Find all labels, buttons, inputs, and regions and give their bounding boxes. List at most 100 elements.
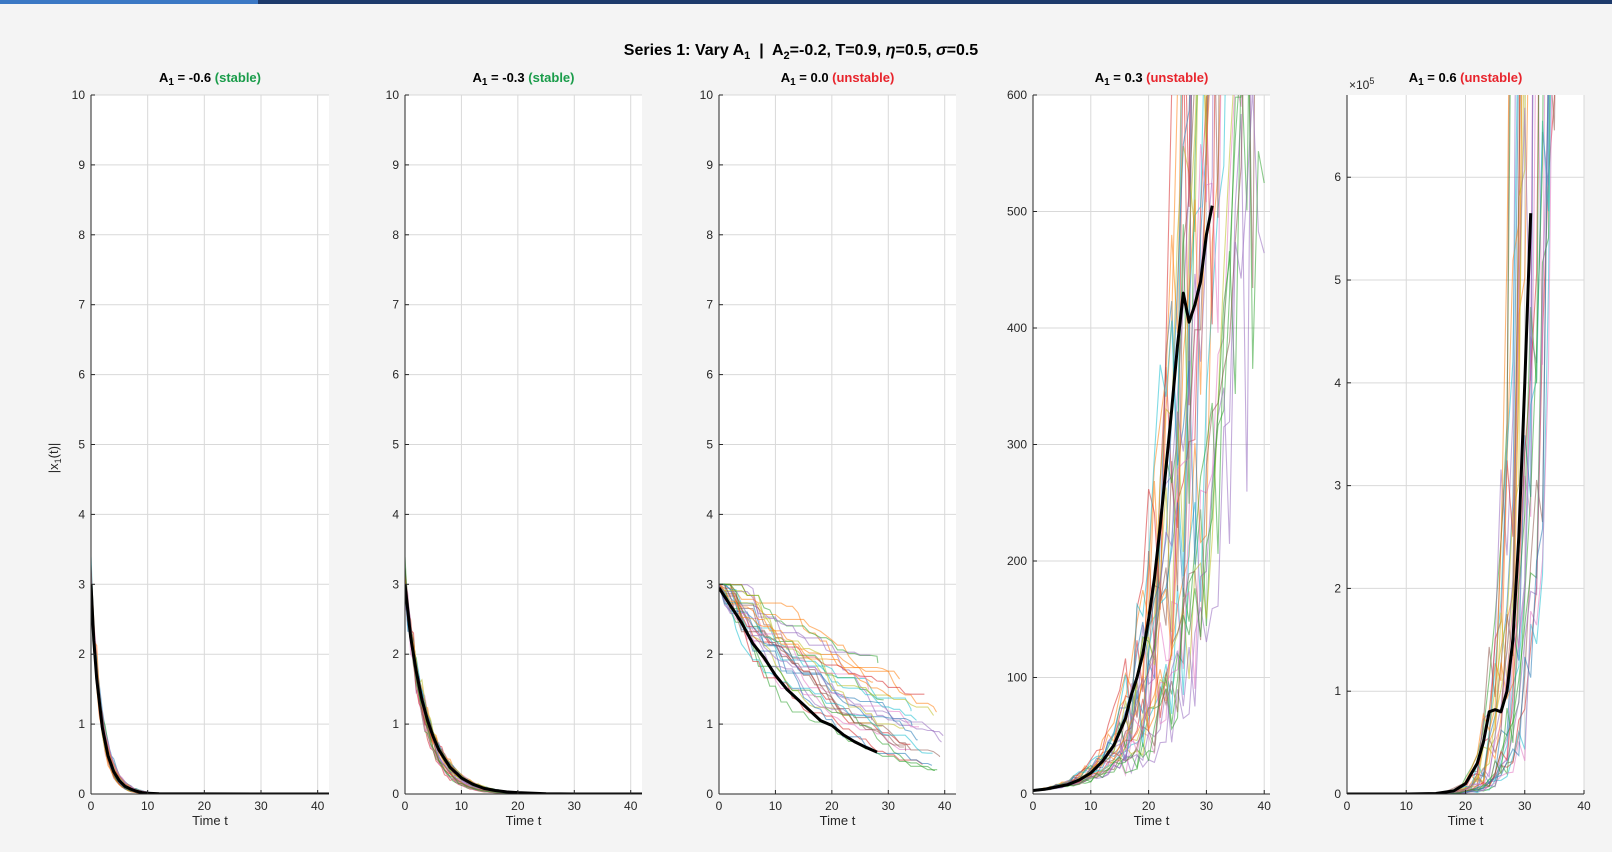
x-tick-label: 0 (402, 799, 409, 813)
x-tick-label: 30 (882, 799, 896, 813)
x-tick-label: 10 (1400, 799, 1414, 813)
y-tick-label: 100 (1007, 671, 1027, 685)
y-tick-label: 8 (392, 228, 399, 242)
y-tick-label: 0 (392, 787, 399, 801)
subplot-5: 0 10 20 30 40 0 1 2 3 4 5 6 Time t ×105 A1 = 0.6 (unst… (1334, 70, 1591, 828)
y-tick-label: 10 (700, 88, 714, 102)
sample-trajectory-line (1033, 95, 1265, 791)
y-tick-label: 3 (392, 577, 399, 591)
x-tick-label: 40 (1258, 799, 1272, 813)
sample-trajectory-line (719, 583, 935, 772)
subplot-title: A1 = -0.6 (stable) (159, 70, 261, 88)
subplot-3: 0 10 20 30 40 0 1 2 3 4 5 6 7 8 9 10 Time t A1 = 0.0 (uns… (700, 70, 956, 828)
y-tick-label: 10 (386, 88, 400, 102)
y-tick-label: 0 (1334, 787, 1341, 801)
x-tick-label: 20 (1459, 799, 1473, 813)
subplot-title: A1 = -0.3 (stable) (472, 70, 574, 88)
x-tick-label: 30 (1200, 799, 1214, 813)
x-tick-label: 10 (455, 799, 469, 813)
y-tick-label: 6 (1334, 170, 1341, 184)
x-tick-label: 40 (311, 799, 325, 813)
y-tick-label: 2 (706, 647, 713, 661)
y-tick-label: 10 (72, 88, 86, 102)
mean-trajectory-line (1347, 213, 1533, 794)
y-tick-label: 2 (78, 647, 85, 661)
y-tick-label: 3 (706, 577, 713, 591)
subplot-title: A1 = 0.0 (unstable) (781, 70, 895, 88)
sample-trajectory-line (719, 583, 904, 729)
subplot-1: 0 10 20 30 40 0 1 2 3 4 5 6 7 8 9 10 Time t A1 = -0.6 (st… (72, 70, 329, 828)
sample-trajectory-line (719, 584, 944, 737)
sample-trajectory-line (719, 583, 917, 721)
subplot-title: A1 = 0.3 (unstable) (1095, 70, 1209, 88)
sample-trajectory-line (719, 583, 918, 741)
sample-trajectory-line (719, 583, 891, 697)
y-tick-label: 300 (1007, 438, 1027, 452)
subplot-title: A1 = 0.6 (unstable) (1409, 70, 1523, 88)
y-axis-label: |x1(t)| (46, 443, 63, 474)
subplot-2: 0 10 20 30 40 0 1 2 3 4 5 6 7 8 9 10 Time t A1 = -0.3 (st… (386, 70, 642, 828)
x-tick-label: 30 (568, 799, 582, 813)
x-axis-label: Time t (820, 813, 856, 828)
top-accent-highlight (0, 0, 258, 4)
sample-trajectory-line (719, 583, 907, 752)
y-tick-label: 200 (1007, 554, 1027, 568)
y-tick-label: 9 (706, 158, 713, 172)
y-tick-label: 3 (1334, 479, 1341, 493)
figure-title: Series 1: Vary A1 | A2=-0.2, T=0.9, η=0.… (624, 42, 978, 62)
y-tick-label: 0 (78, 787, 85, 801)
y-tick-label: 4 (392, 507, 399, 521)
y-tick-label: 7 (78, 298, 85, 312)
sample-trajectories (1033, 95, 1265, 792)
y-tick-label: 8 (706, 228, 713, 242)
sample-trajectory-line (719, 583, 884, 701)
x-tick-label: 20 (198, 799, 212, 813)
x-tick-label: 10 (1084, 799, 1098, 813)
x-tick-label: 20 (1142, 799, 1156, 813)
y-tick-label: 1 (392, 717, 399, 731)
y-tick-label: 2 (1334, 581, 1341, 595)
x-tick-label: 40 (938, 799, 952, 813)
sample-trajectory-line (91, 569, 329, 794)
x-tick-label: 20 (825, 799, 839, 813)
x-tick-label: 20 (511, 799, 525, 813)
y-tick-label: 5 (706, 438, 713, 452)
mean-trajectory-line (1033, 205, 1214, 792)
y-tick-label: 3 (78, 577, 85, 591)
y-tick-label: 2 (392, 647, 399, 661)
y-tick-label: 5 (392, 438, 399, 452)
y-tick-label: 4 (706, 507, 713, 521)
x-tick-label: 30 (254, 799, 268, 813)
y-tick-label: 6 (706, 368, 713, 382)
y-tick-label: 1 (78, 717, 85, 731)
y-tick-label: 5 (1334, 273, 1341, 287)
y-tick-label: 9 (78, 158, 85, 172)
y-tick-label: 600 (1007, 88, 1027, 102)
x-tick-label: 10 (769, 799, 783, 813)
x-tick-label: 40 (1577, 799, 1591, 813)
sample-trajectory-line (719, 584, 870, 690)
y-tick-label: 4 (78, 507, 85, 521)
sample-trajectory-line (719, 583, 879, 664)
sample-trajectories (719, 583, 944, 772)
x-axis-label: Time t (506, 813, 542, 828)
x-axis-label: Time t (1134, 813, 1170, 828)
sample-trajectory-line (1033, 95, 1182, 792)
x-tick-label: 10 (141, 799, 155, 813)
y-tick-label: 6 (78, 368, 85, 382)
sample-trajectory-line (91, 613, 329, 794)
sample-trajectory-line (719, 583, 871, 656)
y-tick-label: 5 (78, 438, 85, 452)
y-exponent-label: ×105 (1349, 76, 1374, 92)
y-tick-label: 9 (392, 158, 399, 172)
y-tick-label: 4 (1334, 376, 1341, 390)
mean-trajectory-line (719, 586, 878, 754)
sample-trajectory-line (719, 584, 901, 680)
x-axis-label: Time t (1448, 813, 1484, 828)
sample-trajectory-line (719, 584, 933, 754)
x-axis-label: Time t (192, 813, 228, 828)
y-tick-label: 8 (78, 228, 85, 242)
y-tick-label: 400 (1007, 321, 1027, 335)
